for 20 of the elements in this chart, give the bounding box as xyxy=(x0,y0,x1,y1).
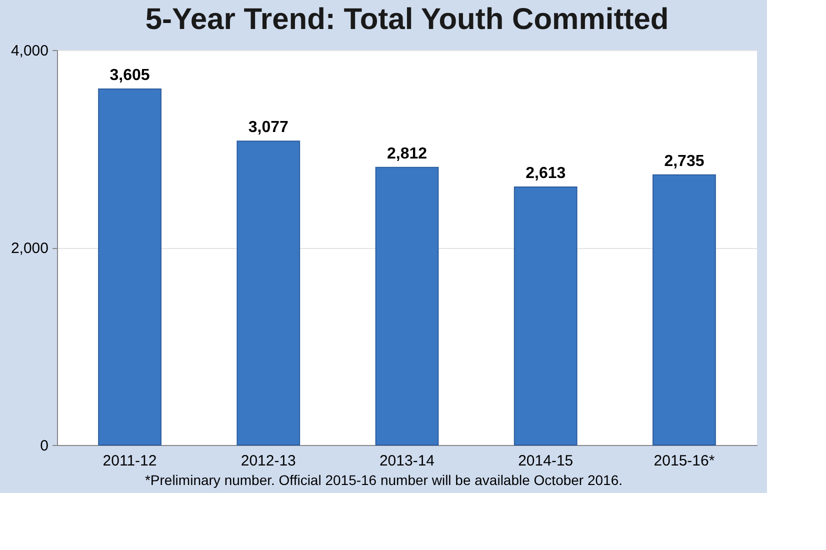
data-label: 2,735 xyxy=(664,152,704,170)
bar xyxy=(98,88,162,446)
text: *Preliminary number. Official 2015-16 number will be available October 2016. xyxy=(144,472,623,488)
data-label: 2,613 xyxy=(526,164,566,182)
data-label: 2,812 xyxy=(386,145,428,162)
data-label: 3,605 xyxy=(110,67,150,84)
y-tick-label: 2,000 xyxy=(10,240,48,257)
y-tick-label: 4,000 xyxy=(10,42,48,60)
x-tick-label: 2012-13 xyxy=(240,452,296,470)
data-label: 3,077 xyxy=(248,119,289,136)
bar xyxy=(236,140,300,446)
y-tick-label: 0 xyxy=(40,438,48,454)
x-tick-label: 2014-15 xyxy=(518,452,574,470)
x-tick-label: 2011-12 xyxy=(102,452,157,470)
bar xyxy=(652,174,716,446)
x-tick-label: 2015-16* xyxy=(654,452,715,470)
bar xyxy=(514,186,578,446)
x-tick-label: 2013-14 xyxy=(379,452,435,470)
bar xyxy=(375,166,439,446)
chart-title: 5-Year Trend: Total Youth Committed xyxy=(145,3,669,36)
